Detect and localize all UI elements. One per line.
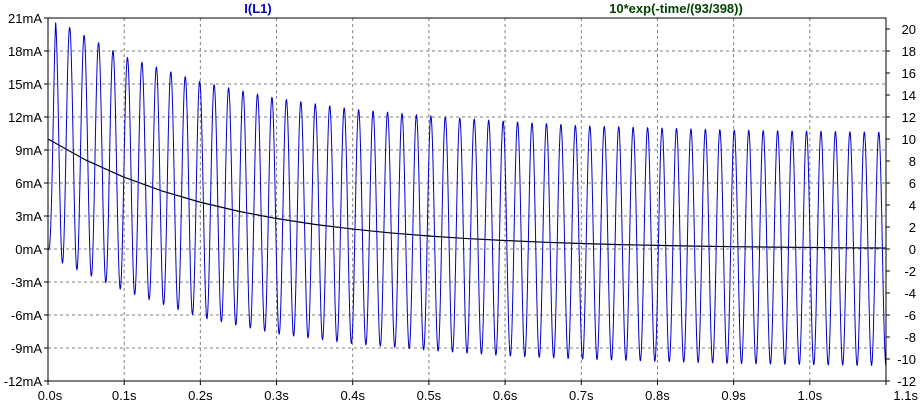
x-tick-label: 0.8s — [645, 388, 670, 403]
x-tick-label: 0.6s — [493, 388, 518, 403]
series-inductor-current — [47, 22, 887, 367]
right-tick-label: -2 — [904, 264, 916, 279]
x-tick-label: 0.3s — [264, 388, 289, 403]
x-tick-label: 0.2s — [188, 388, 213, 403]
legend-series-2-title[interactable]: 10*exp(-time/(93/398)) — [609, 1, 743, 16]
right-tick-label: 16 — [902, 66, 916, 81]
left-y-axis-ticks: 21mA 18mA 15mA 12mA 9mA 6mA 3mA 0mA -3mA -6mA -9mA… — [4, 11, 48, 389]
x-tick-label: 0.0s — [38, 388, 63, 403]
left-tick-label: 6mA — [15, 176, 42, 191]
left-tick-label: 3mA — [15, 209, 42, 224]
x-tick-label: 0.4s — [340, 388, 365, 403]
series-2-line — [47, 138, 887, 249]
x-tick-label: 0.5s — [417, 388, 442, 403]
left-tick-label: 9mA — [15, 143, 42, 158]
x-tick-label: 1.0s — [798, 388, 823, 403]
left-tick-label: 15mA — [8, 77, 42, 92]
series-1-line — [47, 22, 887, 367]
x-tick-label: 1.1s — [893, 388, 918, 403]
right-tick-label: -6 — [904, 308, 916, 323]
x-tick-label: 0.1s — [112, 388, 137, 403]
right-tick-label: 18 — [902, 44, 916, 59]
right-tick-label: -10 — [897, 352, 916, 367]
right-tick-label: -12 — [897, 374, 916, 389]
left-tick-label: -6mA — [11, 308, 42, 323]
left-tick-label: -12mA — [4, 374, 43, 389]
right-tick-label: -4 — [904, 286, 916, 301]
right-tick-label: 4 — [909, 198, 916, 213]
right-tick-label: 0 — [909, 242, 916, 257]
plot-frame — [47, 17, 887, 382]
right-tick-label: -8 — [904, 330, 916, 345]
left-tick-label: -3mA — [11, 275, 42, 290]
right-tick-label: 14 — [902, 88, 916, 103]
right-tick-label: 10 — [902, 132, 916, 147]
right-tick-label: 8 — [909, 154, 916, 169]
x-tick-label: 0.9s — [721, 388, 746, 403]
left-tick-label: -9mA — [11, 341, 42, 356]
grid-lines — [48, 18, 886, 381]
left-tick-label: 0mA — [15, 242, 42, 257]
left-tick-label: 12mA — [8, 110, 42, 125]
x-axis-ticks: 0.0s 0.1s 0.2s 0.3s 0.4s 0.5s 0.6s 0.7s 0.8s 0.9s… — [38, 381, 918, 403]
right-tick-label: 2 — [909, 220, 916, 235]
x-tick-label: 0.7s — [569, 388, 594, 403]
right-tick-label: 6 — [909, 176, 916, 191]
legend-series-1-title[interactable]: I(L1) — [244, 1, 271, 16]
left-tick-label: 21mA — [8, 11, 42, 26]
left-tick-label: 18mA — [8, 44, 42, 59]
series-exp-decay — [47, 138, 887, 249]
right-tick-label: 20 — [902, 22, 916, 37]
right-tick-label: 12 — [902, 110, 916, 125]
